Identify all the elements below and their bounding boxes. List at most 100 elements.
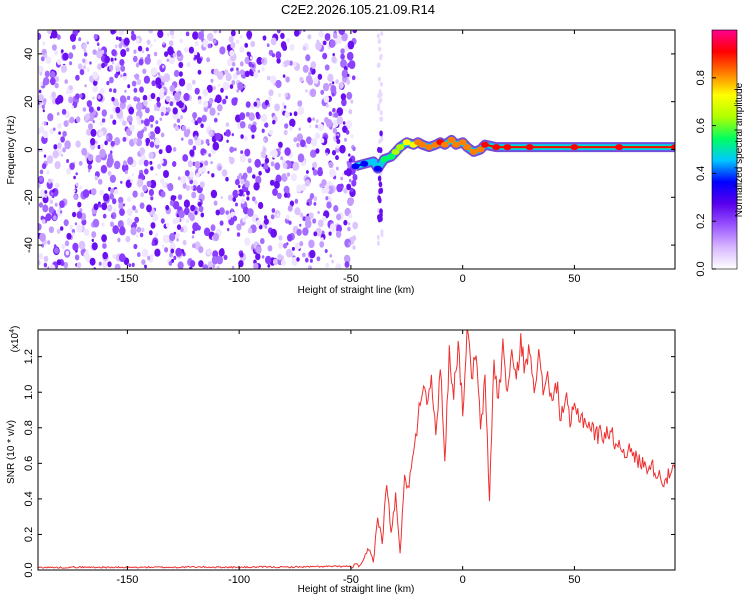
noise-speck — [281, 259, 286, 266]
noise-speck — [322, 215, 327, 222]
noise-speck — [69, 33, 77, 42]
noise-speck — [181, 137, 184, 141]
noise-speck — [208, 153, 212, 158]
noise-speck — [378, 98, 382, 104]
noise-speck — [44, 190, 48, 194]
noise-speck — [282, 176, 286, 181]
noise-speck — [164, 51, 169, 57]
noise-speck — [166, 58, 170, 62]
noise-speck — [349, 179, 352, 183]
noise-speck — [260, 113, 268, 123]
noise-speck — [143, 159, 149, 167]
signal-blob — [525, 144, 534, 151]
noise-speck — [142, 68, 147, 75]
noise-speck — [192, 79, 196, 85]
noise-speck — [255, 111, 260, 117]
noise-speck — [72, 211, 77, 218]
noise-speck — [184, 170, 190, 177]
noise-speck — [217, 83, 221, 88]
noise-speck — [274, 103, 280, 112]
snr-x-ticks: -150 -100 -50 0 50 — [116, 330, 581, 586]
noise-speck — [274, 162, 281, 171]
noise-speck — [114, 44, 118, 49]
noise-speck — [150, 124, 154, 128]
colorbar-ticks: 0.0 0.2 0.4 0.6 0.8 — [695, 70, 716, 277]
noise-speck — [287, 234, 293, 242]
noise-speck — [246, 166, 253, 174]
noise-speck — [111, 61, 115, 65]
noise-speck — [283, 185, 290, 194]
noise-speck — [114, 263, 121, 269]
noise-speck — [167, 46, 174, 56]
noise-speck — [133, 96, 138, 102]
noise-speck — [235, 178, 240, 186]
noise-speck — [157, 72, 161, 76]
spike-speck — [379, 208, 383, 215]
noise-speck — [313, 77, 319, 84]
noise-speck — [268, 89, 274, 97]
noise-speck — [60, 226, 64, 231]
noise-speck — [315, 148, 320, 154]
noise-speck — [319, 183, 323, 188]
noise-speck — [316, 39, 320, 44]
noise-speck — [172, 107, 178, 115]
signal-blob — [463, 144, 472, 151]
noise-speck — [135, 62, 140, 68]
noise-speck — [352, 30, 358, 34]
noise-speck — [56, 59, 62, 65]
noise-speck — [309, 249, 316, 259]
colorbar-tick-label: 0.2 — [695, 214, 707, 229]
noise-speck — [100, 143, 105, 149]
noise-speck — [118, 196, 124, 204]
noise-speck — [90, 128, 97, 137]
x-tick-label: -100 — [228, 273, 250, 285]
noise-speck — [261, 128, 265, 133]
noise-speck — [299, 212, 304, 218]
noise-speck — [298, 127, 301, 131]
noise-speck — [272, 188, 278, 197]
noise-speck — [69, 162, 75, 170]
chart-title: C2E2.2026.105.21.09.R14 — [281, 2, 435, 17]
noise-speck — [150, 253, 154, 258]
noise-speck — [131, 262, 135, 267]
noise-speck — [104, 55, 110, 64]
noise-speck — [52, 215, 57, 221]
noise-speck — [103, 193, 110, 202]
noise-speck — [165, 204, 170, 211]
noise-speck — [258, 170, 262, 176]
noise-speck — [109, 150, 113, 154]
noise-speck — [162, 234, 170, 244]
noise-speck — [348, 60, 356, 70]
noise-speck — [284, 92, 288, 98]
noise-speck — [148, 152, 154, 159]
noise-speck — [305, 54, 311, 62]
noise-speck — [216, 255, 223, 265]
noise-speck — [109, 193, 114, 200]
noise-speck — [100, 49, 105, 55]
noise-speck — [150, 67, 158, 76]
noise-speck — [348, 222, 351, 226]
noise-speck — [344, 137, 347, 142]
noise-speck — [315, 132, 321, 140]
noise-speck — [246, 190, 250, 196]
y-tick-label: 1.0 — [23, 385, 35, 400]
noise-speck — [163, 73, 170, 83]
noise-speck — [264, 157, 270, 164]
noise-speck — [324, 249, 328, 253]
noise-speck — [114, 160, 121, 170]
noise-speck — [77, 201, 82, 208]
noise-speck — [236, 67, 239, 71]
noise-speck — [312, 218, 317, 224]
noise-speck — [244, 56, 251, 65]
noise-speck — [177, 261, 184, 269]
noise-speck — [38, 223, 42, 231]
noise-speck — [135, 102, 143, 111]
noise-speck — [122, 203, 126, 207]
noise-speck — [253, 71, 259, 79]
noise-speck — [185, 218, 189, 223]
noise-speck — [149, 131, 156, 140]
noise-speck — [188, 138, 194, 146]
noise-speck — [197, 31, 205, 40]
noise-speck — [93, 33, 98, 40]
noise-speck — [197, 201, 202, 207]
